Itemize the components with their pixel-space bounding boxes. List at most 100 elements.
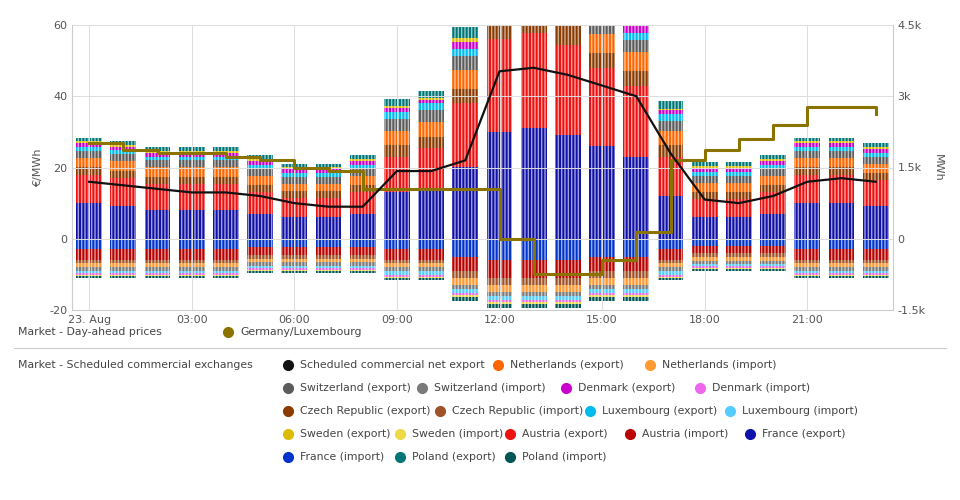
- Bar: [760, 168, 786, 176]
- Bar: [316, 266, 342, 268]
- Bar: [316, 184, 342, 191]
- Bar: [248, 268, 273, 270]
- Bar: [349, 255, 375, 258]
- Bar: [726, 182, 752, 192]
- Bar: [349, 266, 375, 268]
- Bar: [760, 156, 786, 159]
- Bar: [658, 260, 684, 264]
- Bar: [726, 257, 752, 260]
- Bar: [658, 102, 684, 108]
- Bar: [213, 184, 239, 210]
- Bar: [452, 296, 478, 300]
- Bar: [281, 266, 307, 268]
- Bar: [76, 151, 102, 158]
- Bar: [248, 168, 273, 175]
- Bar: [863, 149, 889, 153]
- Bar: [316, 262, 342, 266]
- Bar: [692, 239, 717, 246]
- Bar: [281, 164, 307, 168]
- Bar: [349, 164, 375, 168]
- Bar: [658, 278, 684, 280]
- Bar: [145, 156, 170, 160]
- Bar: [487, 300, 513, 302]
- Bar: [76, 144, 102, 147]
- Bar: [110, 141, 136, 144]
- Bar: [760, 214, 786, 239]
- Bar: [281, 184, 307, 191]
- Bar: [384, 130, 410, 145]
- Bar: [555, 286, 581, 292]
- Bar: [623, 271, 649, 278]
- Bar: [795, 275, 820, 276]
- Bar: [555, 45, 581, 136]
- Bar: [281, 255, 307, 258]
- Bar: [555, 296, 581, 300]
- Bar: [213, 260, 239, 264]
- Bar: [145, 210, 170, 239]
- Bar: [863, 271, 889, 273]
- Bar: [658, 275, 684, 277]
- Bar: [384, 249, 410, 260]
- Bar: [760, 246, 786, 253]
- Bar: [179, 147, 204, 151]
- Bar: [179, 160, 204, 168]
- Bar: [589, 8, 615, 16]
- Text: Switzerland (import): Switzerland (import): [434, 383, 545, 393]
- Bar: [110, 275, 136, 276]
- Bar: [179, 273, 204, 275]
- Bar: [179, 151, 204, 153]
- Bar: [419, 189, 444, 239]
- Bar: [760, 186, 786, 192]
- Bar: [145, 151, 170, 153]
- Bar: [110, 206, 136, 239]
- Bar: [248, 185, 273, 192]
- Bar: [76, 276, 102, 278]
- Bar: [248, 255, 273, 258]
- Bar: [316, 258, 342, 262]
- Bar: [145, 168, 170, 177]
- Bar: [828, 168, 854, 174]
- Bar: [760, 161, 786, 165]
- Bar: [487, 0, 513, 20]
- Bar: [589, 286, 615, 289]
- Bar: [145, 260, 170, 264]
- Bar: [76, 264, 102, 267]
- Bar: [623, 72, 649, 86]
- Bar: [349, 214, 375, 239]
- Bar: [452, 104, 478, 168]
- Bar: [349, 161, 375, 164]
- Bar: [487, 40, 513, 132]
- Bar: [863, 276, 889, 278]
- Bar: [316, 198, 342, 218]
- Bar: [316, 173, 342, 177]
- Bar: [623, 157, 649, 239]
- Bar: [419, 275, 444, 277]
- Bar: [828, 260, 854, 264]
- Bar: [384, 99, 410, 106]
- Bar: [795, 158, 820, 168]
- Bar: [487, 300, 513, 302]
- Bar: [658, 114, 684, 121]
- Bar: [760, 168, 786, 176]
- Bar: [487, 0, 513, 20]
- Bar: [419, 189, 444, 239]
- Bar: [452, 27, 478, 38]
- Bar: [589, 0, 615, 4]
- Bar: [316, 198, 342, 218]
- Bar: [521, 292, 546, 296]
- Bar: [452, 286, 478, 289]
- Bar: [76, 142, 102, 144]
- Bar: [726, 268, 752, 270]
- Bar: [179, 260, 204, 264]
- Bar: [248, 161, 273, 164]
- Bar: [419, 90, 444, 98]
- Bar: [179, 156, 204, 160]
- Bar: [487, 132, 513, 239]
- Bar: [828, 276, 854, 278]
- Bar: [349, 247, 375, 255]
- Bar: [316, 177, 342, 184]
- Bar: [248, 214, 273, 239]
- Bar: [76, 144, 102, 147]
- Bar: [589, 68, 615, 146]
- Bar: [658, 271, 684, 275]
